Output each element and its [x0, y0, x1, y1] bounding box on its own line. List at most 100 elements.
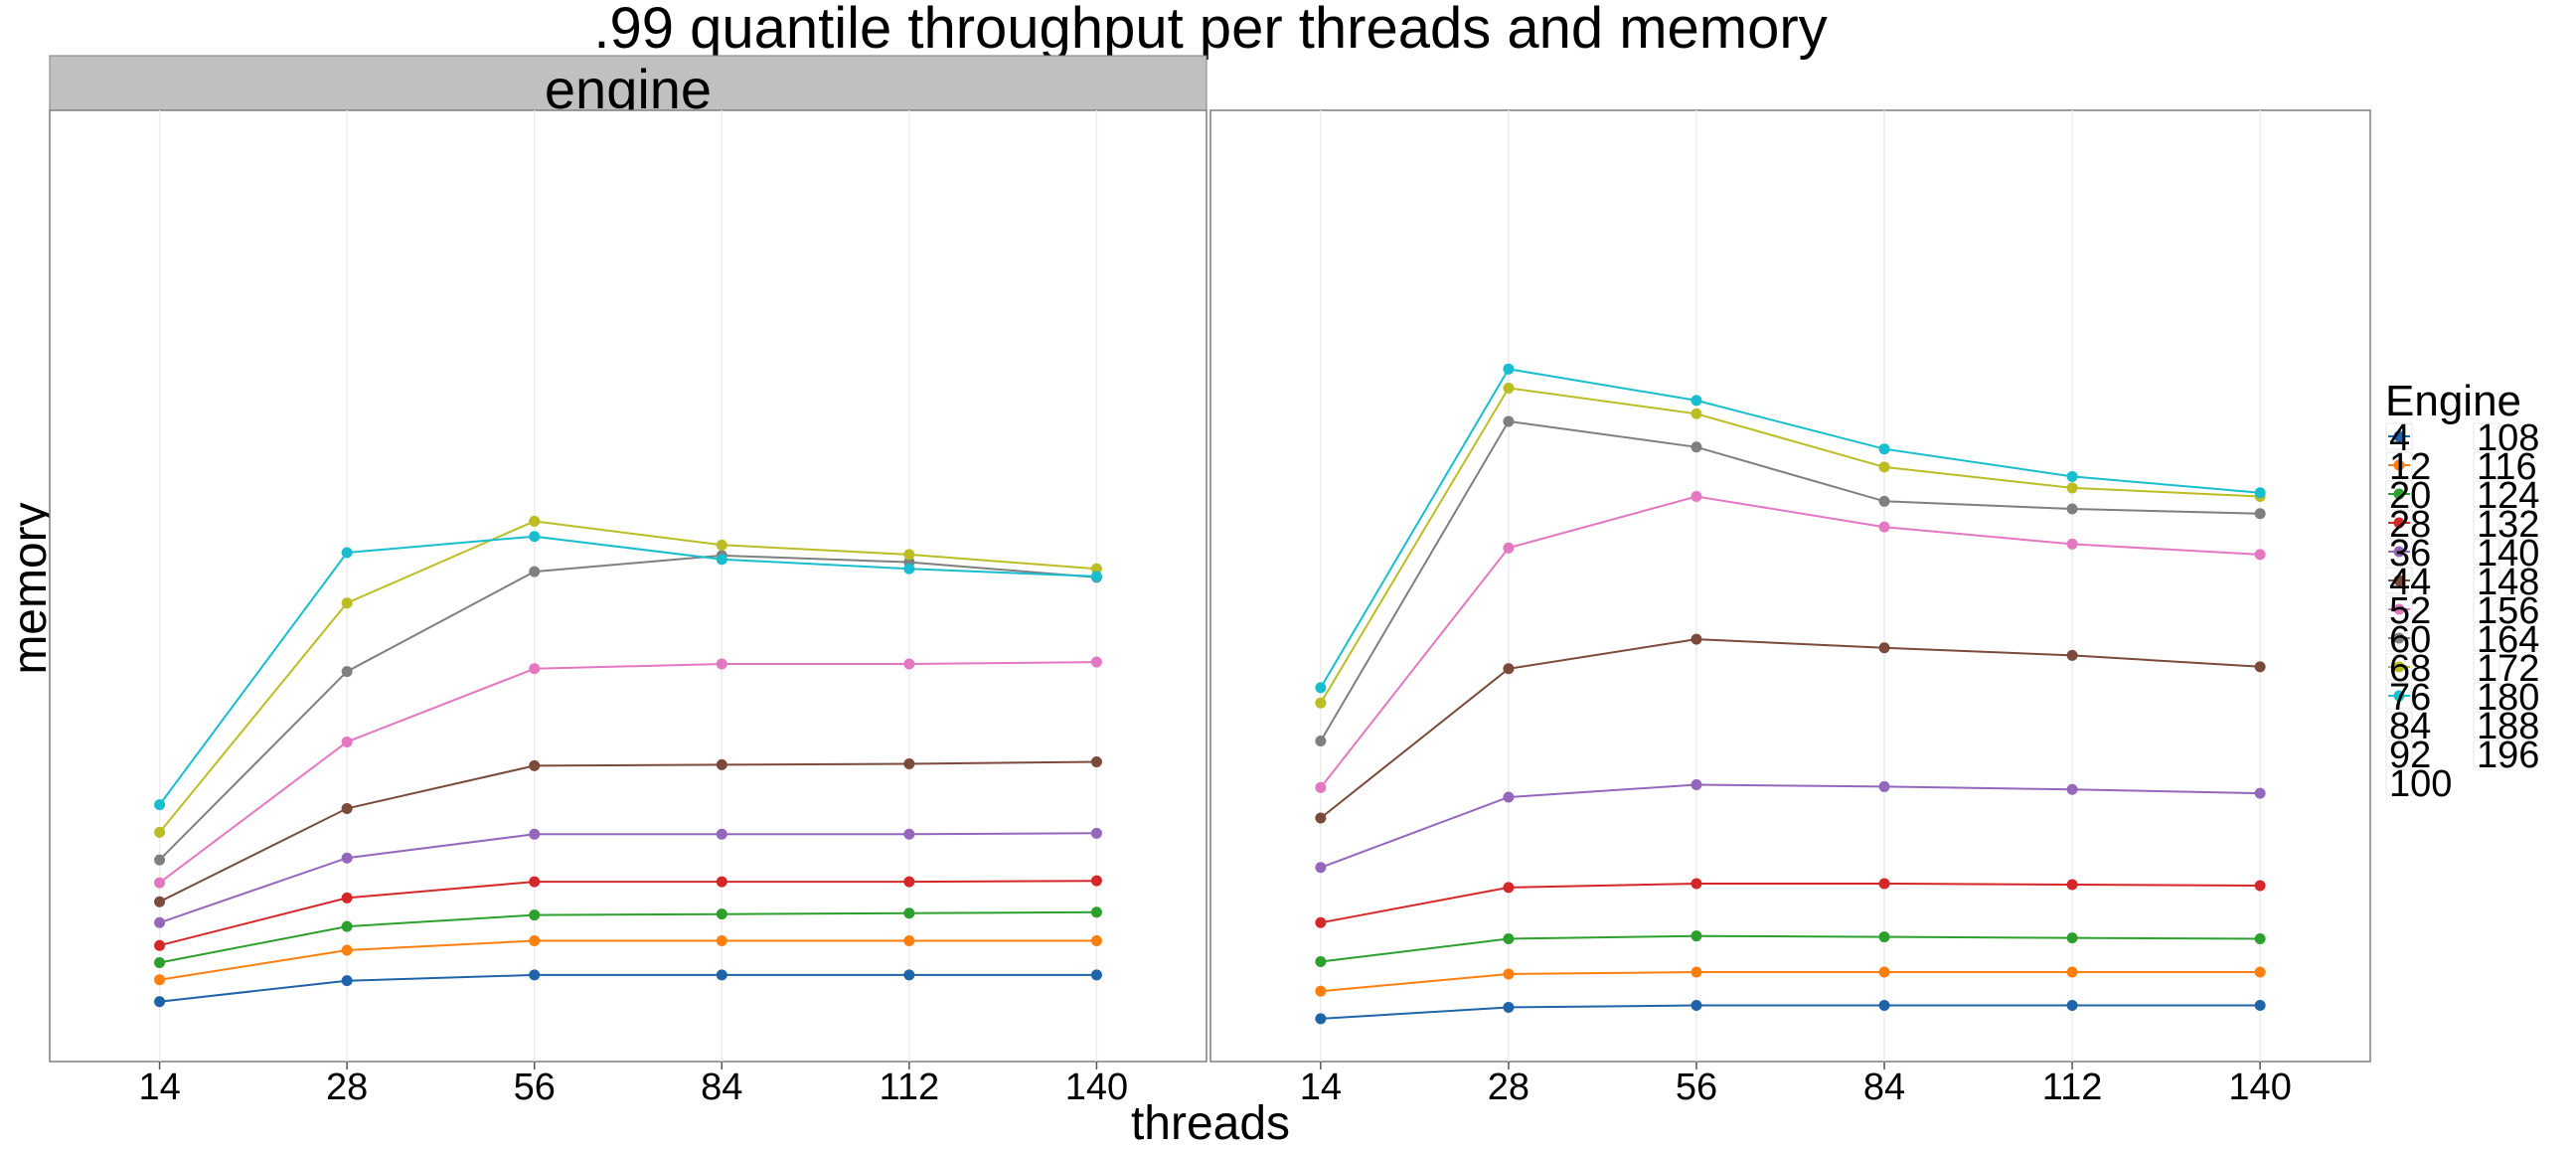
data-point-52 — [529, 663, 541, 675]
legend-key — [2385, 768, 2413, 796]
series-line-28 — [1320, 883, 2261, 924]
data-point-4 — [1878, 1000, 1890, 1012]
series-line-44 — [1320, 638, 2261, 819]
data-point-28 — [716, 876, 727, 888]
data-point-4 — [1090, 969, 1102, 981]
legend-key-point — [2393, 430, 2405, 442]
data-point-76 — [1315, 682, 1327, 694]
legend-key — [2473, 711, 2500, 739]
data-point-44 — [716, 758, 727, 770]
data-point-60 — [1690, 441, 1702, 453]
data-point-52 — [2066, 538, 2078, 550]
data-point-28 — [1878, 878, 1890, 890]
data-point-76 — [1690, 395, 1702, 407]
data-point-60 — [341, 666, 353, 678]
series-line-76 — [158, 535, 1097, 806]
legend-key-point — [2393, 488, 2405, 500]
legend-key-point — [2393, 575, 2405, 586]
series-line-4 — [1320, 1004, 2261, 1020]
data-point-44 — [1315, 812, 1327, 824]
data-point-12 — [1878, 966, 1890, 978]
data-point-52 — [1503, 542, 1515, 554]
data-point-12 — [529, 934, 541, 946]
data-point-52 — [1690, 491, 1702, 503]
data-point-28 — [1690, 878, 1702, 890]
data-point-44 — [903, 757, 915, 769]
legend-label: 4 — [2389, 417, 2410, 459]
data-point-68 — [341, 597, 353, 609]
data-point-4 — [1315, 1013, 1327, 1025]
data-point-20 — [2254, 933, 2266, 945]
data-point-52 — [2254, 549, 2266, 561]
legend-key — [2473, 509, 2500, 537]
data-point-76 — [341, 547, 353, 559]
data-point-20 — [1690, 930, 1702, 942]
data-point-28 — [2254, 880, 2266, 892]
data-point-12 — [1090, 934, 1102, 946]
panel-2: 14 28 56 84 112 140 — [1209, 109, 2371, 1108]
data-point-36 — [1090, 827, 1102, 839]
data-point-52 — [154, 877, 166, 889]
data-point-52 — [1315, 781, 1327, 793]
legend-key — [2473, 739, 2500, 767]
data-point-68 — [1090, 563, 1102, 575]
series-line-68 — [158, 520, 1097, 834]
legend-label: 100 — [2389, 763, 2452, 805]
data-point-60 — [1878, 495, 1890, 507]
data-point-44 — [2254, 661, 2266, 673]
data-point-44 — [154, 896, 166, 907]
data-point-36 — [903, 828, 915, 840]
data-point-28 — [341, 892, 353, 904]
data-point-68 — [1878, 461, 1890, 473]
data-point-76 — [2066, 470, 2078, 482]
data-point-20 — [903, 907, 915, 919]
legend-key — [2473, 538, 2500, 566]
series-line-20 — [1320, 934, 2261, 963]
data-point-44 — [1690, 633, 1702, 645]
data-point-76 — [529, 531, 541, 543]
series-line-36 — [1320, 783, 2261, 869]
data-point-20 — [529, 909, 541, 921]
series-line-52 — [1320, 495, 2261, 789]
legend-title: Engine — [2385, 377, 2521, 425]
data-point-44 — [1503, 663, 1515, 675]
legend-key — [2473, 653, 2500, 681]
data-point-68 — [529, 515, 541, 527]
series-line-28 — [159, 880, 1097, 947]
data-point-68 — [1315, 697, 1327, 709]
data-point-68 — [716, 539, 727, 551]
data-point-36 — [1315, 862, 1327, 874]
data-point-4 — [903, 969, 915, 981]
x-tick-label: 28 — [1488, 1067, 1530, 1108]
chart-title: .99 quantile throughput per threads and … — [593, 0, 1827, 61]
data-point-28 — [154, 939, 166, 951]
legend-key — [2385, 739, 2413, 767]
data-point-76 — [2254, 487, 2266, 499]
data-point-76 — [154, 799, 166, 811]
data-point-28 — [2066, 879, 2078, 891]
x-tick-label: 56 — [1676, 1067, 1717, 1108]
data-point-76 — [1878, 443, 1890, 455]
data-point-36 — [341, 852, 353, 864]
series-line-60 — [158, 554, 1097, 861]
data-point-52 — [903, 658, 915, 670]
data-point-4 — [341, 975, 353, 987]
legend-key — [2473, 595, 2500, 623]
data-point-44 — [1090, 756, 1102, 768]
data-point-4 — [154, 996, 166, 1008]
data-point-4 — [2254, 1000, 2266, 1012]
series-line-60 — [1320, 419, 2261, 742]
data-point-20 — [1503, 933, 1515, 945]
data-point-52 — [1878, 521, 1890, 533]
data-point-28 — [1315, 916, 1327, 928]
data-point-36 — [2254, 787, 2266, 799]
data-point-76 — [903, 563, 915, 575]
x-axis-label: threads — [1131, 1097, 1290, 1145]
data-point-36 — [716, 828, 727, 840]
data-point-36 — [1690, 779, 1702, 791]
data-point-12 — [2254, 966, 2266, 978]
data-point-20 — [341, 920, 353, 932]
